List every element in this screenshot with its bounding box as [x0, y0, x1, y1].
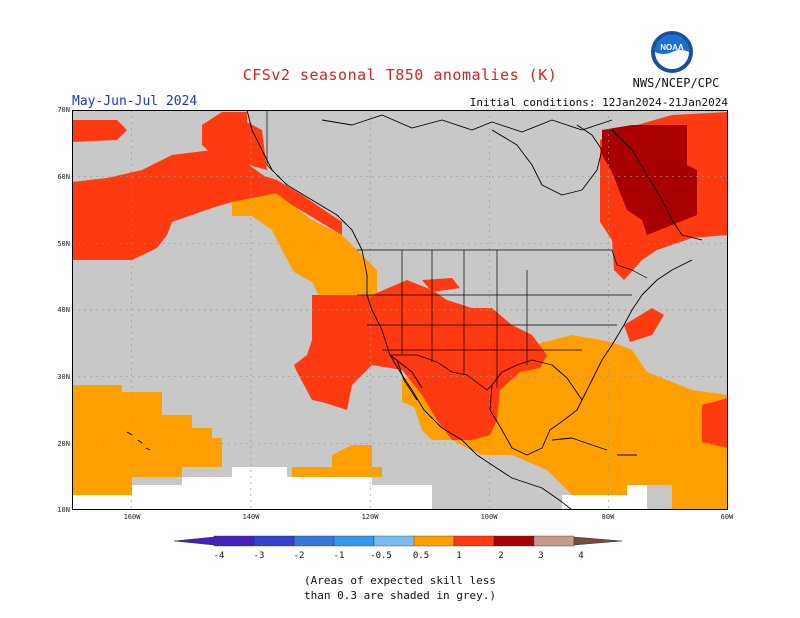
us-states-grid — [357, 250, 632, 388]
color-legend: -4 -3 -2 -1 -0.5 0.5 1 2 3 4 — [173, 535, 623, 561]
border-us-canada — [357, 249, 648, 279]
legend-swatch-m4 — [213, 535, 255, 547]
coastline-florida-east — [581, 259, 693, 401]
legend-tick-m2: -2 — [294, 551, 305, 561]
footnote: (Areas of expected skill less than 0.3 a… — [0, 573, 800, 603]
lat-label-60n: 60N — [57, 173, 70, 181]
lat-label-40n: 40N — [57, 306, 70, 314]
legend-tick-p4: 4 — [578, 551, 583, 561]
legend-tick-p3: 3 — [538, 551, 543, 561]
legend-swatch-m05 — [373, 535, 415, 547]
border-us-mexico — [390, 354, 493, 391]
initial-conditions-label: Initial conditions: 12Jan2024-21Jan2024 — [469, 96, 728, 109]
legend-tick-m05: -0.5 — [370, 551, 392, 561]
legend-swatch-p05 — [413, 535, 455, 547]
red-anomaly-caribbean-east — [702, 398, 728, 448]
legend-swatch-p1 — [453, 535, 495, 547]
lon-label-120w: 120W — [361, 513, 379, 521]
legend-swatch-m1 — [333, 535, 375, 547]
legend-swatch-m3 — [253, 535, 295, 547]
lon-label-60w: 60W — [720, 513, 734, 521]
lat-label-70n: 70N — [57, 106, 70, 114]
season-label: May-Jun-Jul 2024 — [72, 94, 198, 109]
red-anomaly-southwest-us-mexico — [294, 280, 547, 440]
red-anomaly-bering-north-pacific — [72, 150, 282, 260]
map-title: CFSv2 seasonal T850 anomalies (K) — [242, 66, 558, 84]
legend-tick-p1: 1 — [456, 551, 461, 561]
map-frame — [72, 110, 728, 510]
legend-swatch-m2 — [293, 535, 335, 547]
legend-tick-m3: -3 — [254, 551, 265, 561]
legend-swatch-p3 — [533, 535, 575, 547]
legend-tick-p2: 2 — [498, 551, 503, 561]
coastline-hudson-bay — [491, 124, 603, 196]
red-anomaly-gulf-of-alaska-coast — [252, 172, 342, 235]
legend-tick-p05: 0.5 — [413, 551, 429, 561]
lat-label-30n: 30N — [57, 373, 70, 381]
orange-anomaly-pacific-nw — [232, 190, 377, 322]
noaa-logo-text: NOAA — [660, 43, 684, 52]
neutral-area-bottom — [72, 467, 432, 510]
red-anomaly-east-coast — [624, 308, 664, 342]
coastline-labrador — [611, 129, 703, 241]
political-borders — [266, 110, 648, 391]
lon-label-160w: 160W — [123, 513, 141, 521]
organization-label: NWS/NCEP/CPC — [632, 76, 720, 90]
coastline-hawaii — [126, 431, 151, 451]
anomaly-map — [72, 110, 728, 510]
coastline-cuba — [551, 437, 608, 451]
legend-tick-m4: -4 — [214, 551, 225, 561]
lat-label-50n: 50N — [57, 240, 70, 248]
lat-label-10n: 10N — [57, 506, 70, 514]
red-anomaly-northern-plains-spot — [422, 278, 460, 292]
graticule — [72, 110, 728, 510]
footnote-line-2: than 0.3 are shaded in grey.) — [303, 589, 497, 602]
red-anomaly-chukchi — [72, 120, 127, 142]
border-alaska-canada — [266, 110, 288, 186]
lon-label-80w: 80W — [601, 513, 615, 521]
footnote-line-1: (Areas of expected skill less — [303, 574, 497, 587]
legend-arrow-right — [573, 536, 623, 546]
lat-label-20n: 20N — [57, 440, 70, 448]
legend-arrow-left — [173, 536, 215, 546]
lon-label-140w: 140W — [242, 513, 260, 521]
legend-swatch-p2 — [493, 535, 535, 547]
orange-anomaly-pacific-sub — [292, 445, 382, 477]
legend-tick-m1: -1 — [334, 551, 345, 561]
noaa-logo: NOAA — [651, 31, 693, 73]
lon-label-100w: 100W — [480, 513, 498, 521]
coastline-gulf-of-california — [389, 354, 423, 401]
coastline-arctic — [321, 114, 613, 133]
orange-anomaly-pacific-sw — [72, 385, 222, 495]
orange-anomaly-gulf-coast — [542, 338, 612, 360]
coastline-gulf-of-mexico — [489, 359, 583, 456]
